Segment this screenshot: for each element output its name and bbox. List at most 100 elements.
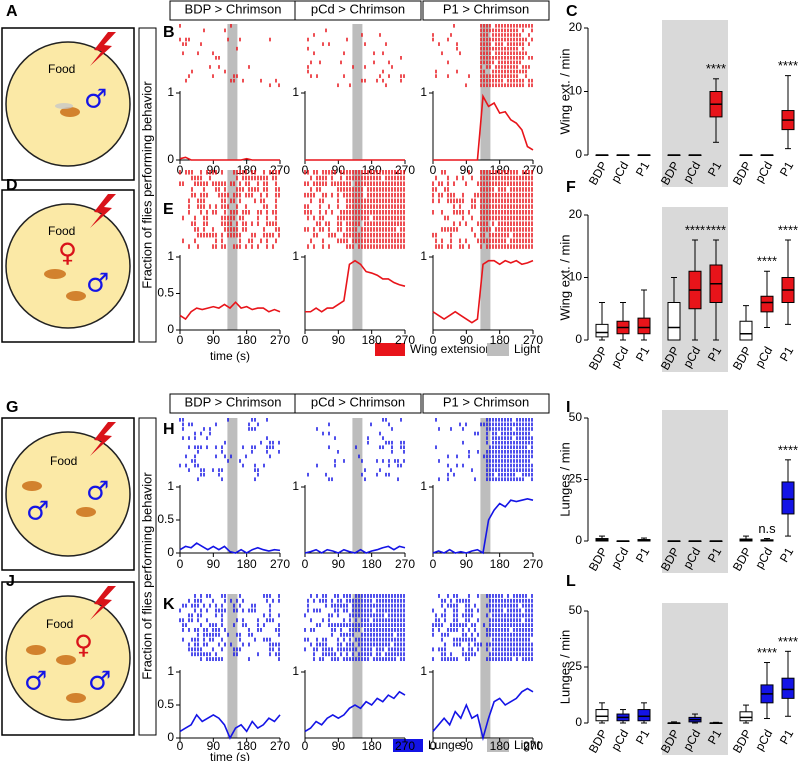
annotation: **** — [778, 58, 798, 73]
panel-label: H — [163, 421, 175, 438]
header: BDP > Chrimson — [185, 1, 282, 16]
arena-dish — [5, 203, 131, 329]
y-tick-label: 0 — [167, 545, 174, 559]
arena-d: Food ♀ ♂ — [1, 189, 135, 343]
y-axis-title: Wing ext. / min — [557, 49, 572, 135]
x-tick-label: 0 — [302, 557, 309, 571]
male-symbol: ♂ — [86, 477, 109, 507]
x-tick-label: 180 — [237, 333, 257, 347]
panel-label: A — [6, 3, 18, 20]
category-label: BDP — [586, 545, 610, 573]
light-bar — [480, 594, 491, 738]
line — [179, 156, 280, 161]
header: BDP > Chrimson — [185, 394, 282, 409]
food-label: Food — [48, 62, 75, 76]
annotation: n.s — [758, 521, 776, 536]
x-tick-label: 270 — [523, 333, 543, 347]
x-tick-label: 90 — [460, 557, 474, 571]
x-tick-label: 90 — [332, 333, 346, 347]
category-label: pCd — [608, 727, 631, 753]
box — [667, 302, 681, 341]
category-label: BDP — [586, 159, 610, 187]
arena-dish — [5, 431, 131, 557]
x-tick-label: 270 — [523, 163, 543, 177]
category-label: P1 — [705, 727, 725, 747]
line — [432, 687, 534, 742]
x-tick-label: 270 — [395, 163, 415, 177]
legend-label: Light — [514, 738, 541, 752]
x-axis-title: time (s) — [210, 750, 250, 761]
x-tick-label: 90 — [207, 557, 221, 571]
x-tick-label: 90 — [460, 163, 474, 177]
box — [739, 320, 753, 341]
x-tick-label: 0 — [302, 333, 309, 347]
panel-label: J — [6, 573, 15, 590]
legend-swatch — [487, 739, 509, 752]
x-tick-label: 0 — [430, 557, 437, 571]
line — [432, 498, 534, 555]
annotation: **** — [706, 222, 726, 237]
x-tick-label: 90 — [332, 557, 346, 571]
y-tick-label: 0 — [575, 332, 582, 346]
light-bar — [227, 418, 238, 553]
line — [305, 259, 406, 313]
header: P1 > Chrimson — [443, 1, 529, 16]
y-tick-label: 50 — [569, 410, 583, 424]
y-tick-label: 1 — [292, 85, 299, 99]
light-bar — [352, 418, 363, 553]
category-label: P1 — [705, 545, 725, 565]
category-label: P1 — [633, 545, 653, 565]
light-bolt — [90, 32, 116, 66]
annotation: **** — [778, 634, 798, 649]
arena-frame — [1, 27, 135, 181]
box — [595, 323, 609, 338]
y-tick-label: 1 — [292, 664, 299, 678]
panel-label: C — [566, 3, 578, 20]
category-label: BDP — [730, 727, 754, 755]
category-label: P1 — [777, 727, 797, 747]
shaded-region — [662, 603, 728, 755]
fly — [22, 481, 42, 491]
category-label: BDP — [730, 344, 754, 372]
x-tick-label: 0 — [177, 557, 184, 571]
panel-label: E — [163, 201, 174, 218]
y-tick-label: 1 — [167, 664, 174, 678]
box — [781, 677, 795, 699]
y-tick-label: 0.5 — [157, 512, 174, 526]
light-bar — [227, 170, 238, 330]
annotation: **** — [757, 645, 777, 660]
arena-frame — [1, 189, 135, 343]
fly — [26, 645, 46, 655]
x-tick-label: 90 — [460, 739, 474, 753]
fly — [66, 291, 86, 301]
fly — [44, 269, 66, 279]
panel-label: F — [566, 179, 576, 196]
light-bar — [480, 418, 491, 553]
x-tick-label: 270 — [523, 739, 543, 753]
x-tick-label: 270 — [395, 557, 415, 571]
header-box — [294, 0, 422, 21]
category-label: pCd — [608, 545, 631, 571]
y-tick-label: 50 — [569, 603, 583, 617]
light-bar — [480, 170, 491, 330]
x-tick-label: 270 — [270, 557, 290, 571]
box — [595, 709, 609, 722]
food-label: Food — [48, 224, 75, 238]
legend-label: Light — [514, 342, 541, 356]
y-tick-label: 0 — [575, 533, 582, 547]
x-tick-label: 180 — [362, 739, 382, 753]
male-symbol: ♂ — [88, 667, 111, 697]
header-box — [422, 393, 550, 414]
y-tick-label: 0.5 — [157, 697, 174, 711]
y-tick-label: 25 — [569, 659, 583, 673]
box — [637, 317, 651, 335]
y-tick-label: 1 — [420, 664, 427, 678]
fly-wing — [55, 103, 73, 109]
fly — [56, 655, 76, 665]
y-axis-title: Fraction of flies performing behavior — [139, 81, 154, 289]
y-tick-label: 0 — [575, 715, 582, 729]
header: P1 > Chrimson — [443, 394, 529, 409]
male-symbol: ♂ — [84, 85, 107, 115]
male-symbol: ♂ — [86, 269, 109, 299]
y-tick-label: 10 — [569, 270, 583, 284]
